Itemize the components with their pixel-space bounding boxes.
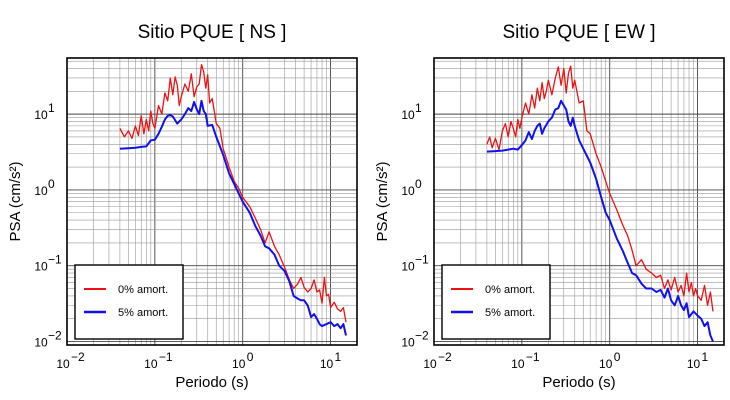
legend-entry-label: 5% amort. <box>118 307 168 319</box>
y-tick-label: 10 <box>401 108 415 122</box>
x-tick-exponent: −2 <box>71 350 85 364</box>
ew-chart-panel: Sitio PQUE [ EW ]10 −2 10 −1 10 0 10 110 −210 −11… <box>374 22 725 391</box>
x-tick-label: 10 <box>687 357 701 371</box>
y-tick-exponent: 0 <box>415 177 422 191</box>
series-line-damped <box>486 99 714 342</box>
grid <box>66 58 358 346</box>
x-tick-exponent: 1 <box>702 350 709 364</box>
legend-box <box>441 264 551 340</box>
x-axis-label: Periodo (s) <box>542 374 615 391</box>
x-tick-label: 10 <box>232 357 246 371</box>
ns-chart-panel: Sitio PQUE [ NS ]10 −2 10 −1 10 0 10 110 −210 −11… <box>7 22 358 391</box>
x-tick-exponent: 0 <box>247 350 254 364</box>
x-tick-exponent: −2 <box>438 350 452 364</box>
x-tick-exponent: 0 <box>614 350 621 364</box>
x-tick-label: 10 <box>56 357 70 371</box>
series-line-undamped <box>486 65 714 312</box>
y-tick-label: 10 <box>34 108 48 122</box>
y-tick-label: 10 <box>401 184 415 198</box>
x-tick-label: 10 <box>423 357 437 371</box>
plot-frame <box>66 57 358 346</box>
y-tick-exponent: 1 <box>48 101 55 115</box>
x-axis-label: Periodo (s) <box>175 374 248 391</box>
legend: 0% amort. 5% amort. <box>74 264 184 340</box>
y-tick-exponent: −2 <box>48 329 62 343</box>
x-tick-label: 10 <box>599 357 613 371</box>
chart-title: Sitio PQUE [ EW ] <box>502 22 655 43</box>
y-tick-label: 10 <box>34 184 48 198</box>
legend-entry-label: 0% amort. <box>485 284 535 296</box>
y-tick-label: 10 <box>34 336 48 350</box>
x-tick-label: 10 <box>144 357 158 371</box>
x-tick-exponent: −1 <box>159 350 173 364</box>
y-tick-exponent: 0 <box>48 177 55 191</box>
y-tick-exponent: 1 <box>415 101 422 115</box>
chart-title: Sitio PQUE [ NS ] <box>138 22 287 43</box>
x-tick-label: 10 <box>511 357 525 371</box>
legend-entry-label: 0% amort. <box>118 284 168 296</box>
x-tick-exponent: 1 <box>335 350 342 364</box>
y-tick-label: 10 <box>401 260 415 274</box>
y-axis-label: PSA (cm/s²) <box>7 161 24 241</box>
y-tick-exponent: −1 <box>415 253 429 267</box>
plot-frame <box>433 57 725 346</box>
legend-entry-label: 5% amort. <box>485 307 535 319</box>
series-line-undamped <box>119 63 347 323</box>
series-line-damped <box>119 99 347 336</box>
x-tick-label: 10 <box>320 357 334 371</box>
y-axis-label: PSA (cm/s²) <box>374 161 391 241</box>
y-tick-exponent: −1 <box>48 253 62 267</box>
x-tick-exponent: −1 <box>526 350 540 364</box>
y-tick-exponent: −2 <box>415 329 429 343</box>
y-tick-label: 10 <box>34 260 48 274</box>
y-tick-label: 10 <box>401 336 415 350</box>
legend-box <box>74 264 184 340</box>
legend: 0% amort. 5% amort. <box>441 264 551 340</box>
